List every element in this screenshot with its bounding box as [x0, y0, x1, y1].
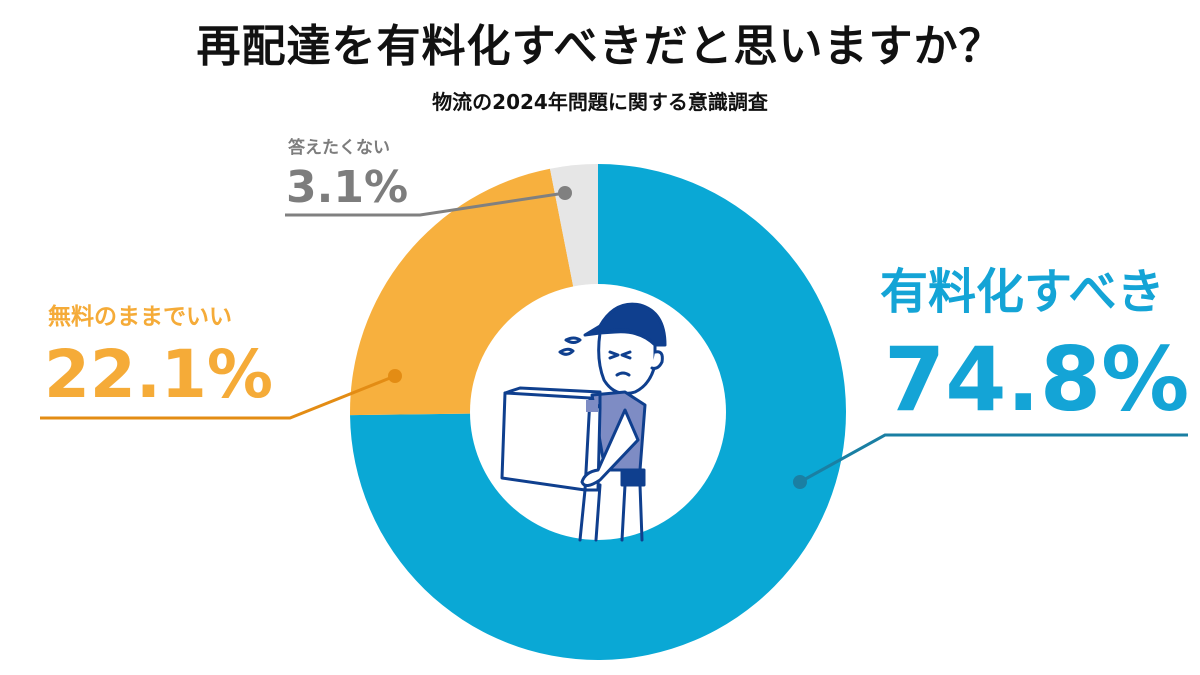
slice-label-orange: 無料のままでいい [48, 304, 232, 330]
slice-value-gray: 3.1% [286, 162, 409, 213]
chart-subtitle: 物流の2024年問題に関する意識調査 [432, 90, 768, 114]
slice-label-gray: 答えたくない [288, 138, 390, 158]
leader-line-orange [40, 369, 402, 420]
leader-line-blue [793, 433, 1188, 489]
chart-title: 再配達を有料化すべきだと思いますか？ [196, 21, 1004, 72]
delivery-worker-illustration [500, 302, 667, 542]
slice-label-blue: 有料化すべき [880, 264, 1165, 320]
slice-value-orange: 22.1% [44, 336, 273, 413]
leader-line-gray [285, 186, 572, 217]
slice-value-blue: 74.8% [884, 328, 1190, 431]
